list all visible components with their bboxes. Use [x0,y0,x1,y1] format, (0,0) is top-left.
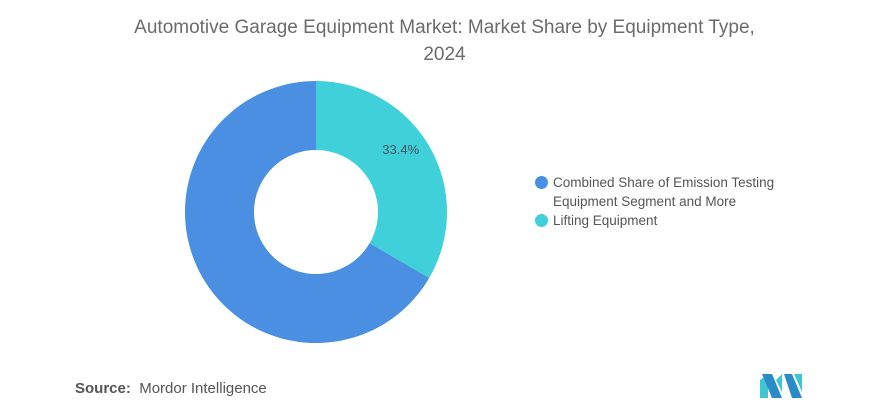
legend-item-lifting: Lifting Equipment [535,211,658,230]
source-note: Source: Mordor Intelligence [75,380,267,397]
legend-item-emission: Combined Share of Emission Testing Equip… [535,173,775,211]
chart-title: Automotive Garage Equipment Market: Mark… [134,17,755,65]
legend-label: Lifting Equipment [553,213,658,228]
legend-swatch [535,214,548,227]
mordor-logo-icon [760,374,802,398]
donut-slice [185,81,430,343]
legend-swatch [535,176,548,189]
donut-slice [316,81,447,278]
legend-label: Combined Share of Emission Testing [553,175,775,190]
data-label: 33.4% [382,142,419,157]
legend-label: Equipment Segment and More [553,194,737,209]
